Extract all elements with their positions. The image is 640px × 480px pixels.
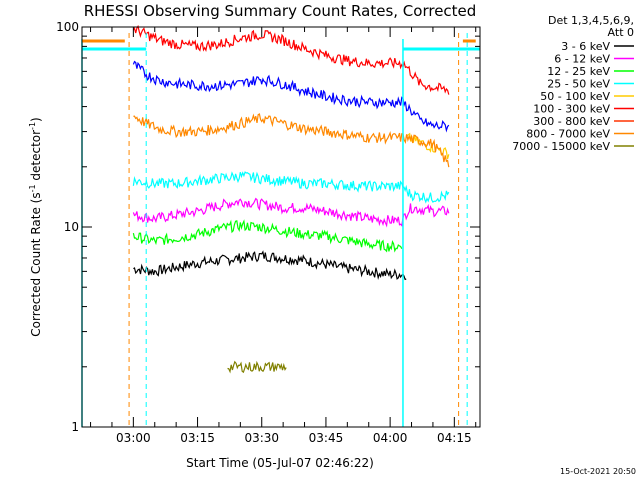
- series-6-12-kev: [132, 197, 450, 228]
- legend-label-100-300-kev: 100 - 300 keV: [533, 103, 610, 116]
- y-axis: 1 10 100: [56, 20, 480, 434]
- legend-label-50-100-kev: 50 - 100 keV: [540, 90, 610, 103]
- timestamp: 15-Oct-2021 20:50: [560, 467, 636, 476]
- x-axis-label: Start Time (05-Jul-07 02:46:22): [186, 456, 374, 470]
- series-trace-9: [132, 60, 450, 133]
- x-tick-label: 03:30: [244, 431, 279, 445]
- legend-label-3-6-kev: 3 - 6 keV: [561, 40, 610, 53]
- y-axis-label-sup-2: -1: [28, 122, 37, 130]
- legend-label-300-800-kev: 300 - 800 keV: [533, 115, 610, 128]
- legend-label-800-7000-kev: 800 - 7000 keV: [526, 128, 610, 141]
- series-25-50-kev: [132, 171, 450, 204]
- y-tick-label: 100: [56, 20, 79, 34]
- series-12-25-kev: [132, 219, 403, 253]
- plot-area: [81, 24, 481, 428]
- series-7000-15000-kev: [227, 360, 287, 374]
- series-3-6-kev: [133, 250, 407, 281]
- legend-label-25-50-kev: 25 - 50 keV: [547, 78, 610, 91]
- x-tick-label: 04:15: [437, 431, 472, 445]
- y-axis-label: Corrected Count Rate (s-1 detector-1): [28, 117, 43, 336]
- legend-header-line-1: Det 1,3,4,5,6,9,: [548, 14, 634, 27]
- chart-title: RHESSI Observing Summary Count Rates, Co…: [84, 2, 477, 20]
- y-axis-label-tail: detector: [29, 130, 43, 185]
- y-axis-label-end: ): [29, 117, 43, 122]
- series-100-300-kev: [132, 24, 450, 95]
- x-tick-label: 03:00: [116, 431, 151, 445]
- legend-header-line-2: Att 0: [608, 26, 634, 39]
- x-tick-label: 03:45: [309, 431, 344, 445]
- y-tick-label: 1: [71, 420, 79, 434]
- legend-label-12-25-kev: 12 - 25 keV: [547, 65, 610, 78]
- y-axis-label-main: Corrected Count Rate (s: [29, 192, 43, 336]
- x-axis: 03:00 03:15 03:30 03:45 04:00 04:15: [90, 27, 477, 445]
- legend-label-7000-15000-kev: 7000 - 15000 keV: [512, 140, 610, 153]
- y-axis-label-sup: -1: [28, 184, 37, 192]
- legend-label-6-12-kev: 6 - 12 keV: [554, 53, 610, 66]
- x-tick-label: 03:15: [180, 431, 215, 445]
- x-tick-label: 04:00: [373, 431, 408, 445]
- y-tick-label: 10: [64, 220, 79, 234]
- series-800-7000-kev: [133, 113, 450, 168]
